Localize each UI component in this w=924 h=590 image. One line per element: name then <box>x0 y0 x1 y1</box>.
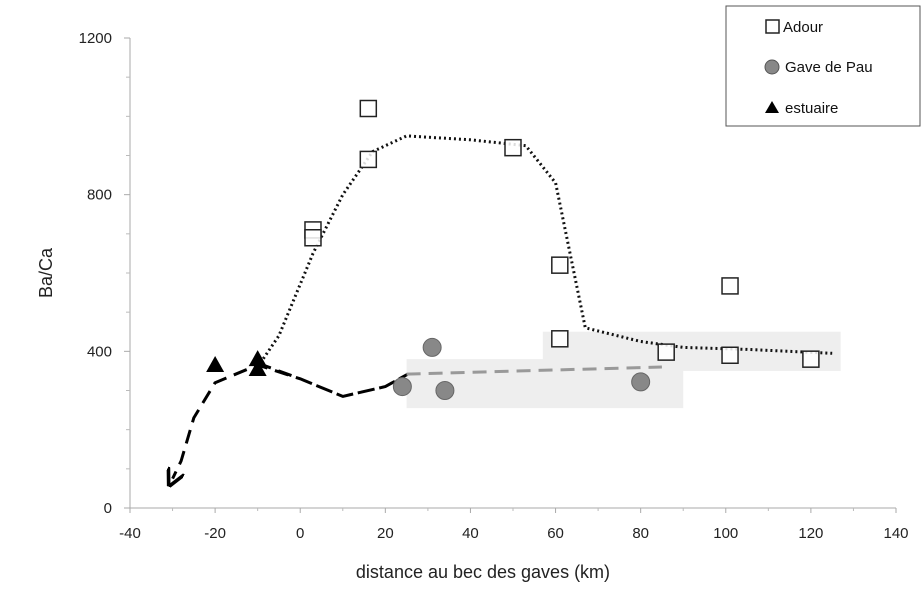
y-tick-label: 1200 <box>79 30 112 47</box>
point-adour <box>551 256 569 274</box>
trend-line-dotted-1 <box>256 134 833 368</box>
x-tick-label: 100 <box>713 525 738 542</box>
ticks: -40 -20 0 20 40 60 80 100 120 140 0 400 800 1200 <box>79 30 909 542</box>
legend-adour-marker <box>765 19 780 34</box>
y-tick-label: 400 <box>87 343 112 360</box>
point-adour <box>802 350 820 368</box>
y-tick-label: 0 <box>104 500 112 517</box>
legend-adour-label: Adour <box>783 19 823 36</box>
trend-lines <box>173 134 833 479</box>
point-gave-de-pau <box>422 337 442 357</box>
point-estuaire <box>248 350 267 367</box>
trend-line-dashed-2 <box>173 361 409 479</box>
x-tick-label: -20 <box>204 525 226 542</box>
data-points <box>206 99 820 400</box>
point-gave-de-pau <box>435 381 455 400</box>
legend-gave-de-pau-label: Gave de Pau <box>785 59 873 76</box>
x-tick-label: 120 <box>798 525 823 542</box>
x-tick-label: 60 <box>547 525 564 542</box>
legend: Adour Gave de Pau estuaire <box>725 5 921 127</box>
x-tick-label: 140 <box>883 525 908 542</box>
point-estuaire <box>206 356 225 373</box>
x-axis-title: distance au bec des gaves (km) <box>356 562 610 582</box>
y-tick-label: 800 <box>87 187 112 204</box>
x-tick-label: 40 <box>462 525 479 542</box>
point-adour <box>359 99 378 118</box>
point-adour <box>551 330 569 348</box>
point-adour <box>304 229 322 247</box>
point-estuaire <box>248 359 267 376</box>
x-tick-label: 0 <box>296 525 304 542</box>
x-tick-label: 80 <box>632 525 649 542</box>
x-tick-label: 20 <box>377 525 394 542</box>
point-adour <box>359 150 378 169</box>
point-adour <box>721 277 739 295</box>
point-gave-de-pau <box>631 372 651 392</box>
y-axis-title: Ba/Ca <box>36 247 56 298</box>
legend-estuaire-marker <box>765 101 779 113</box>
legend-estuaire-label: estuaire <box>785 100 838 117</box>
point-gave-de-pau <box>392 377 412 397</box>
legend-gave-de-pau-marker <box>764 59 780 75</box>
point-adour <box>504 138 522 157</box>
shaded-regions <box>406 331 841 409</box>
legend-box <box>725 5 921 127</box>
point-adour <box>657 343 675 361</box>
x-tick-label: -40 <box>119 525 141 542</box>
point-adour <box>721 346 739 364</box>
